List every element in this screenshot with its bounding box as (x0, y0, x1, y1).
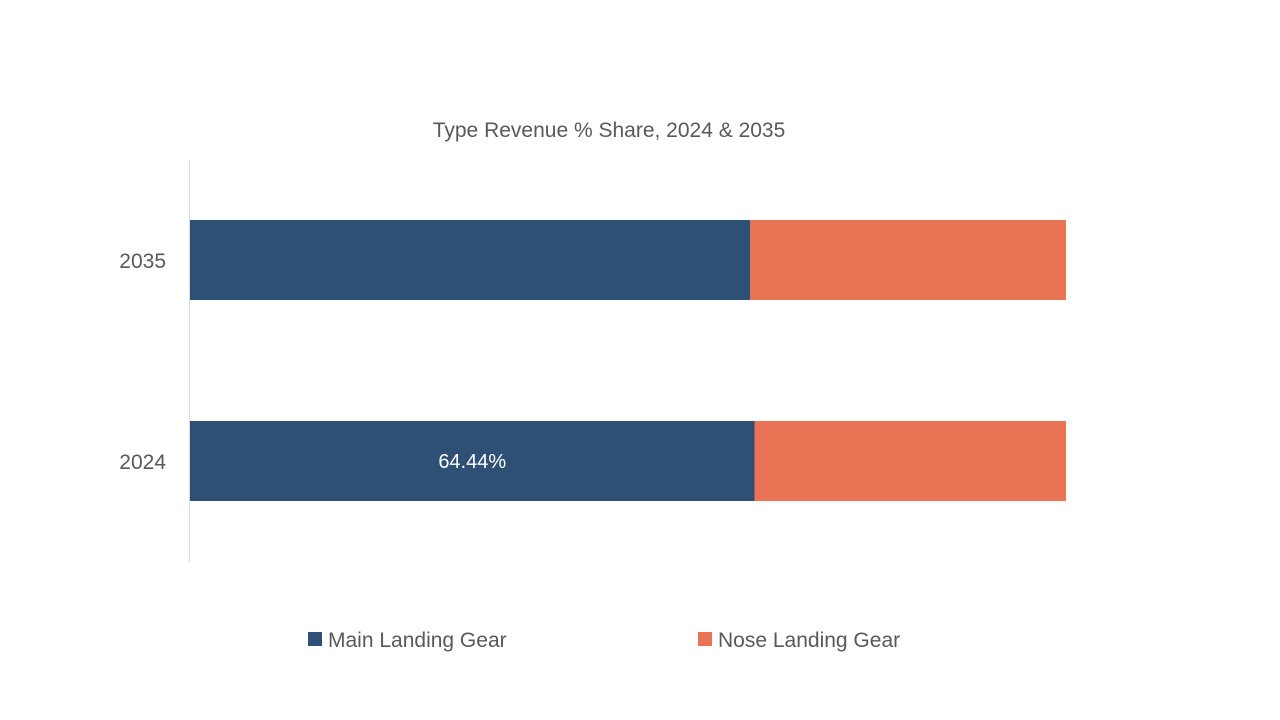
y-tick-label-2024: 2024 (119, 451, 166, 474)
legend-label-nose-landing-gear: Nose Landing Gear (718, 629, 900, 652)
bar-main-landing-gear-2035 (190, 220, 751, 300)
y-tick-label-2035: 2035 (119, 250, 166, 273)
bar-main-landing-gear-2024 (190, 421, 755, 501)
chart-title: Type Revenue % Share, 2024 & 2035 (433, 119, 786, 142)
bar-nose-landing-gear-2024 (754, 421, 1066, 501)
y-axis-ticks: 2035 2024 (119, 250, 166, 474)
legend: Main Landing Gear Nose Landing Gear (308, 629, 900, 652)
bars-group: 64.44% (190, 220, 1066, 501)
legend-label-main-landing-gear: Main Landing Gear (328, 629, 507, 652)
data-label-2024: 64.44% (438, 451, 506, 473)
legend-swatch-main-landing-gear (308, 632, 322, 646)
bar-nose-landing-gear-2035 (750, 220, 1066, 300)
legend-swatch-nose-landing-gear (698, 632, 712, 646)
